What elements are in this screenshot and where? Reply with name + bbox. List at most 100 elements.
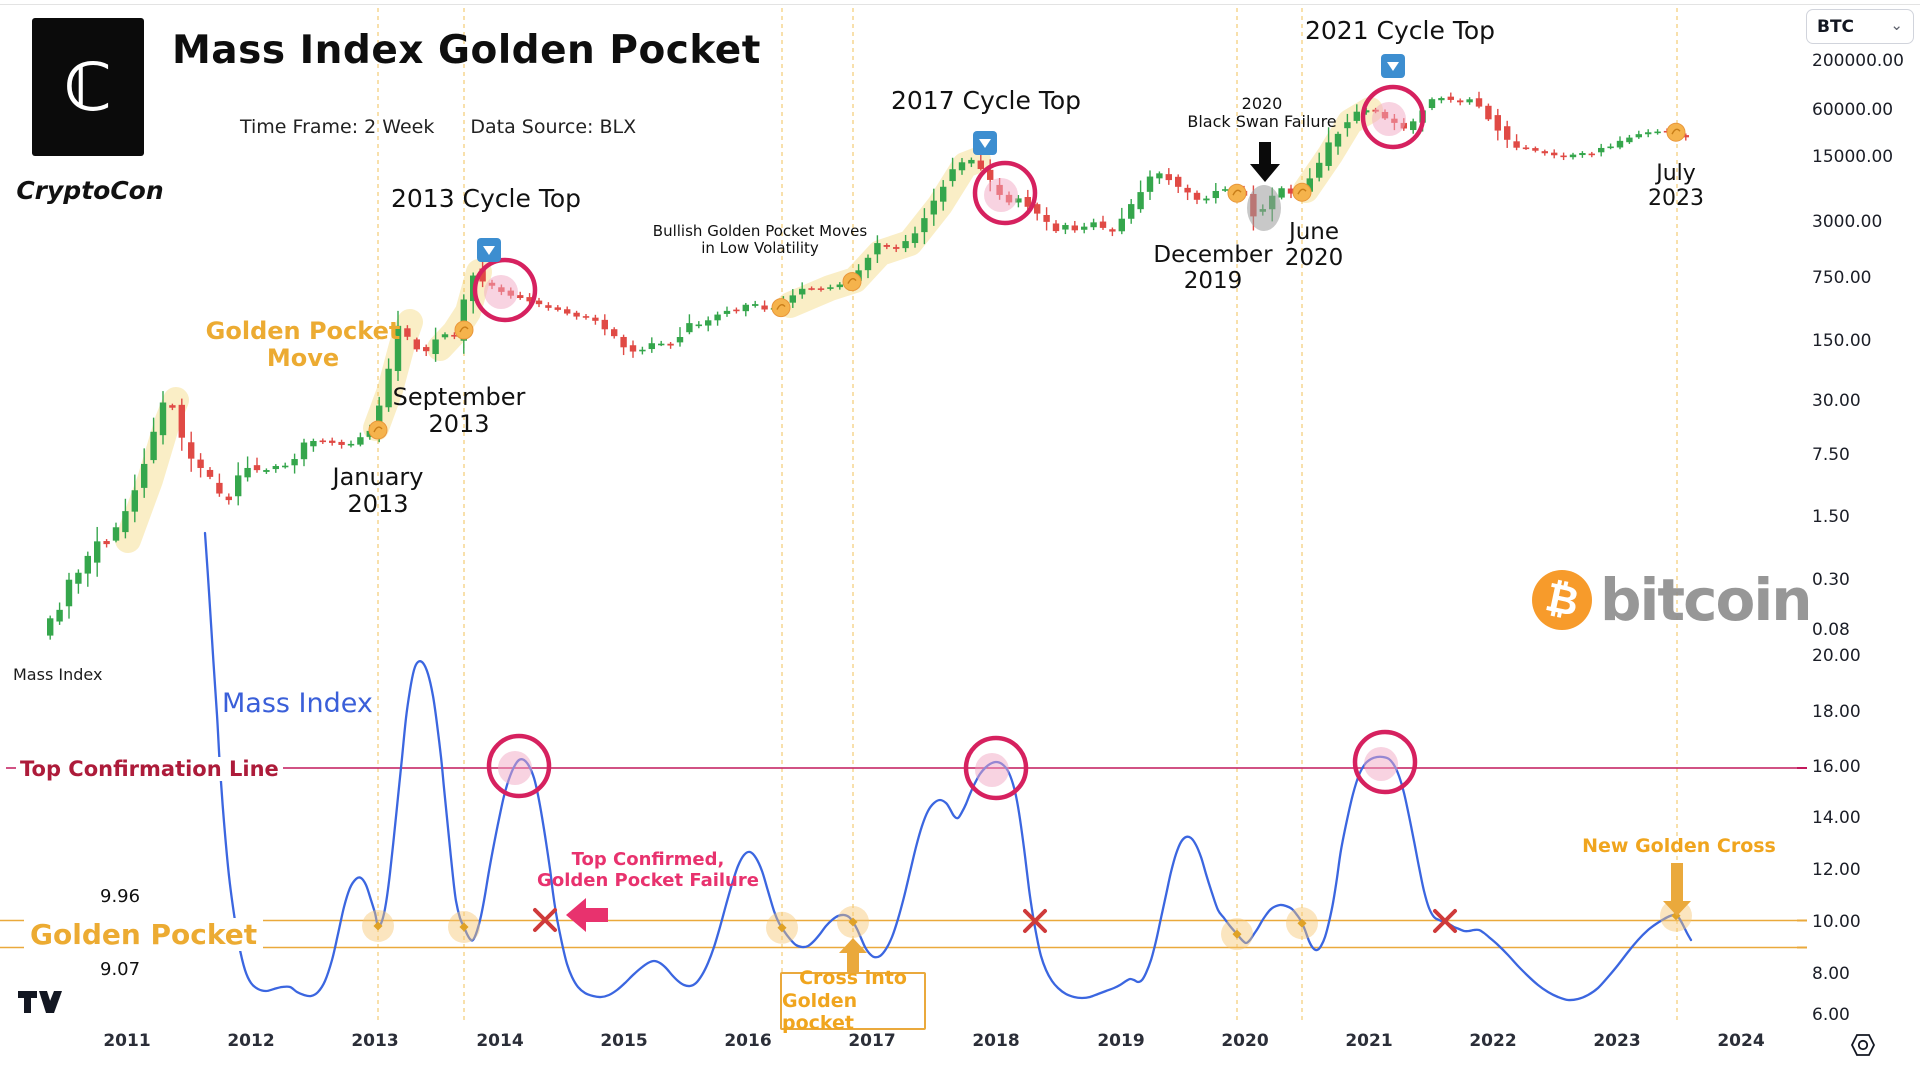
subtitle: Time Frame: 2 Week Data Source: BLX (240, 116, 636, 138)
candle-body (1344, 122, 1351, 129)
candle-body (1212, 190, 1219, 199)
candle-body (1071, 225, 1078, 231)
price-axis-label: 7.50 (1812, 445, 1850, 465)
cycle-top-circle-mass (1352, 729, 1418, 795)
black-swan-highlight (1247, 185, 1281, 231)
candle-body (582, 316, 590, 318)
failure-x-icon (1433, 909, 1457, 933)
candle-body (629, 345, 637, 352)
symbol-value: BTC (1817, 16, 1855, 37)
candle-body (423, 347, 430, 352)
candle-body (1175, 176, 1182, 187)
candle-body (949, 169, 956, 182)
candle-body (1146, 176, 1154, 192)
candle-body (131, 490, 138, 512)
candle-body (1334, 133, 1342, 147)
annotation-july-2023: July 2023 (1648, 161, 1704, 212)
candle-body (1306, 178, 1313, 192)
candle-body (667, 343, 674, 346)
bitcoin-watermark: ₿ bitcoin (1532, 566, 1813, 634)
golden-cross-marker (1297, 918, 1307, 928)
price-axis-label: 0.08 (1812, 620, 1850, 640)
candle-body (911, 233, 919, 244)
candle-body (1588, 153, 1595, 156)
golden-pocket-lower-value: 9.07 (100, 959, 141, 980)
candle-body (545, 305, 552, 308)
candle-body (65, 579, 73, 607)
candle-body (329, 440, 336, 443)
candle-body (1203, 198, 1210, 201)
annotation-june-2020: June 2020 (1284, 219, 1344, 272)
candle-body (159, 402, 167, 436)
indicator-axis-label: 16.00 (1812, 757, 1861, 777)
failure-x-icon (533, 908, 557, 932)
gear-icon[interactable] (1850, 1033, 1876, 1057)
candle-body (930, 200, 937, 215)
candle-body (789, 295, 796, 303)
candle-body (1457, 100, 1464, 103)
golden-cross-dot-mark (1671, 128, 1681, 135)
year-axis-label: 2014 (476, 1031, 524, 1051)
candle-body (817, 288, 825, 290)
candle-body (1287, 188, 1295, 194)
cycle-top-blush (975, 753, 1009, 787)
golden-cross-dot-mark (776, 303, 786, 310)
brand-name: CryptoCon (16, 176, 164, 205)
year-axis-label: 2019 (1097, 1031, 1145, 1051)
year-axis-label: 2024 (1717, 1031, 1765, 1051)
candle-body (1504, 126, 1511, 140)
candle-body (573, 312, 580, 317)
subtitle-timeframe: Time Frame: 2 Week (240, 116, 435, 138)
candle-body (1316, 162, 1323, 178)
candle-body (714, 314, 721, 321)
symbol-selector[interactable]: BTC ⌄ (1806, 9, 1914, 44)
year-axis-label: 2021 (1345, 1031, 1393, 1051)
down-triangle-icon (979, 139, 991, 148)
candle-body (1428, 99, 1436, 109)
annotation-black-swan-label: 2020 Black Swan Failure (1187, 94, 1337, 132)
candle-body (526, 297, 533, 302)
left-arrow-icon (566, 898, 608, 932)
candle-body (676, 337, 684, 343)
candle-body (1043, 214, 1050, 222)
candle-body (1447, 96, 1454, 100)
chevron-down-icon: ⌄ (1890, 15, 1903, 34)
candle-body (75, 572, 82, 584)
golden-cross-marker (848, 917, 858, 927)
bitcoin-wordmark: bitcoin (1600, 566, 1813, 634)
candle-body (263, 470, 270, 472)
candle-body (394, 325, 402, 372)
golden-cross-dot-mark (847, 277, 857, 284)
candle-body (1569, 154, 1577, 158)
year-axis-label: 2015 (600, 1031, 648, 1051)
candle-body (987, 169, 994, 180)
cycle-top-circle-mass (963, 735, 1029, 801)
candle-body (1635, 134, 1642, 138)
golden-cross-marker (373, 921, 383, 931)
candle-body (1626, 137, 1633, 143)
candle-body (1325, 142, 1332, 166)
golden-pocket-upper-value: 9.96 (100, 886, 141, 907)
candle-body (1410, 121, 1417, 131)
candle-body (460, 299, 467, 341)
cycle-top-circle-price (972, 160, 1038, 226)
candle-body (648, 343, 655, 350)
candle-body (723, 310, 731, 314)
candle-body (178, 404, 185, 438)
golden-cross-dot (771, 298, 791, 318)
candle-body (103, 541, 110, 545)
top-divider (0, 4, 1920, 5)
down-arrow-icon (1663, 863, 1691, 916)
candle-body (517, 295, 524, 299)
year-axis-label: 2016 (724, 1031, 772, 1051)
candle-body (1109, 229, 1116, 232)
price-axis-label: 30.00 (1812, 391, 1861, 411)
annotation-bullish-note: Bullish Golden Pocket Moves in Low Volat… (652, 222, 868, 258)
indicator-axis-label: 8.00 (1812, 964, 1850, 984)
candle-body (1222, 189, 1229, 191)
logo-glyph: ℂ (63, 48, 113, 126)
tradingview-logo-icon[interactable] (18, 990, 62, 1014)
candle-body (1645, 132, 1652, 135)
price-axis-label: 15000.00 (1812, 147, 1894, 167)
candle-body (977, 160, 984, 170)
